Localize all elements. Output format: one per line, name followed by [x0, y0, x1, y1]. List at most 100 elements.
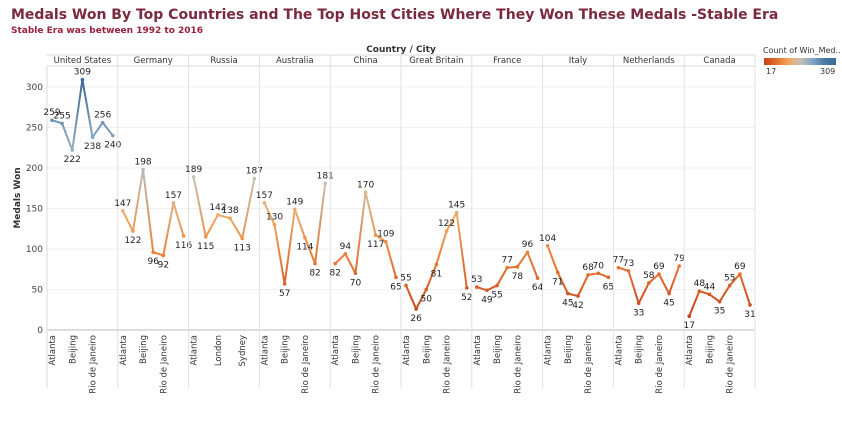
data-label: 68	[582, 263, 594, 273]
y-tick-label: 100	[26, 245, 43, 255]
series-segment	[172, 201, 185, 238]
country-header: Australia	[276, 56, 314, 66]
country-header: Netherlands	[623, 56, 675, 66]
data-point	[70, 148, 75, 152]
data-label: 117	[367, 240, 384, 250]
data-point	[586, 273, 590, 277]
data-label: 58	[643, 271, 655, 281]
data-point	[414, 307, 418, 311]
data-label: 181	[317, 171, 334, 181]
data-label: 238	[84, 142, 101, 152]
city-tick-label: Rio de Janeiro	[301, 335, 311, 394]
x-axis-title: Country / City	[366, 45, 436, 55]
series-segment	[303, 236, 317, 265]
city-tick-label: Beijing	[281, 335, 291, 364]
series-segment	[627, 269, 640, 305]
data-label: 82	[329, 269, 340, 279]
city-tick-label: Rio de Janeiro	[159, 335, 169, 394]
color-legend-gradient	[764, 58, 836, 65]
data-point	[475, 285, 479, 289]
series-segment	[241, 177, 256, 240]
series-segment	[204, 213, 219, 238]
y-axis-title: Medals Won	[13, 167, 23, 228]
series-segment	[415, 288, 428, 310]
data-point	[313, 261, 317, 266]
series-segment	[334, 252, 347, 265]
series-segment	[71, 78, 84, 152]
data-point	[203, 235, 208, 239]
data-label: 48	[694, 279, 706, 289]
data-point	[545, 243, 550, 248]
series-segment	[81, 78, 94, 139]
series-segment	[425, 263, 438, 291]
data-label: 65	[603, 282, 614, 292]
chart-subtitle: Stable Era was between 1992 to 2016	[11, 26, 204, 36]
data-label: 49	[481, 295, 493, 305]
data-label: 157	[256, 191, 273, 201]
series-segment	[405, 284, 418, 310]
series-segment	[738, 273, 751, 306]
data-label: 71	[552, 277, 563, 287]
data-point	[333, 261, 338, 266]
series-segment	[485, 284, 499, 292]
data-label: 104	[539, 234, 556, 244]
series-segment	[546, 244, 559, 274]
data-label: 142	[209, 203, 226, 213]
data-label: 96	[522, 240, 534, 250]
data-point	[647, 281, 651, 285]
data-label: 69	[653, 262, 665, 272]
data-label: 138	[221, 206, 238, 216]
data-point	[343, 252, 348, 256]
data-point	[262, 201, 267, 205]
data-point	[444, 229, 449, 233]
data-label: 70	[593, 261, 605, 271]
data-point	[363, 190, 368, 195]
city-tick-label: Atlanta	[331, 335, 341, 366]
data-point	[606, 275, 611, 280]
data-point	[495, 283, 499, 288]
data-point	[515, 265, 520, 269]
city-tick-label: London	[214, 335, 224, 366]
data-point	[657, 272, 661, 276]
series-segment	[131, 168, 145, 233]
data-label: 55	[724, 273, 735, 283]
data-label: 65	[390, 282, 401, 292]
data-label: 45	[663, 299, 674, 309]
data-label: 222	[64, 155, 81, 165]
series-segment	[61, 122, 74, 152]
data-label: 256	[94, 111, 111, 121]
data-point	[100, 120, 105, 125]
city-tick-label: Rio de Janeiro	[655, 335, 665, 394]
data-point	[707, 292, 712, 297]
series-segment	[192, 175, 207, 238]
data-label: 57	[279, 289, 290, 299]
data-label: 145	[448, 201, 465, 211]
data-label: 94	[340, 242, 352, 252]
data-point	[141, 167, 145, 172]
data-label: 55	[400, 273, 411, 283]
data-label: 115	[197, 242, 214, 252]
city-tick-label: Beijing	[564, 335, 574, 364]
data-point	[373, 233, 378, 238]
data-label: 92	[158, 260, 169, 270]
data-label: 157	[165, 191, 182, 201]
data-point	[353, 271, 358, 276]
series-segment	[293, 208, 306, 239]
country-header: Great Britain	[409, 56, 463, 66]
data-label: 50	[421, 295, 433, 305]
series-segment	[526, 251, 539, 280]
series-segment	[637, 282, 650, 305]
data-point	[636, 301, 641, 306]
data-label: 73	[623, 259, 634, 269]
data-label: 64	[532, 283, 544, 293]
data-point	[50, 118, 54, 123]
series-segment	[142, 168, 155, 254]
data-label: 44	[704, 282, 716, 292]
data-label: 147	[114, 199, 131, 209]
series-segment	[435, 230, 448, 266]
data-point	[161, 253, 166, 258]
data-point	[111, 133, 115, 138]
city-tick-label: Rio de Janeiro	[372, 335, 382, 394]
data-point	[697, 289, 702, 293]
